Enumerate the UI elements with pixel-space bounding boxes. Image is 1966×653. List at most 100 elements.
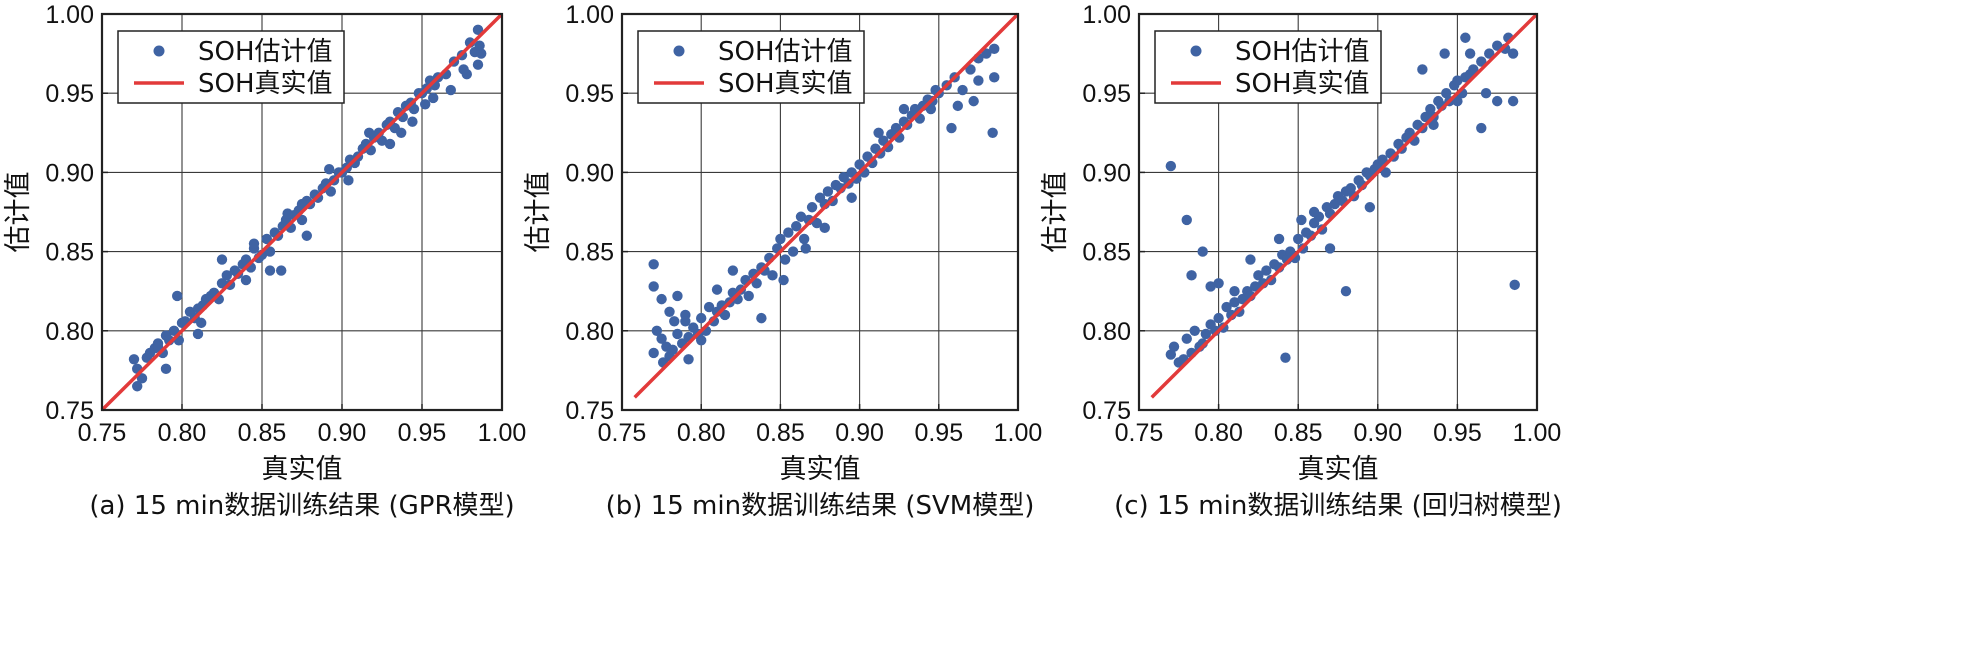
reference-line: [1150, 12, 1539, 399]
data-point: [798, 233, 810, 245]
data-point: [909, 103, 921, 115]
y-tick-label: 0.85: [1082, 239, 1131, 267]
data-point: [132, 381, 143, 392]
data-point: [1221, 301, 1232, 313]
data-point: [1468, 64, 1479, 75]
data-point: [1293, 233, 1304, 245]
data-point: [756, 312, 767, 324]
data-point: [1213, 312, 1224, 324]
y-axis-label: 估计值: [523, 172, 554, 253]
x-tick-label: 0.95: [914, 419, 963, 447]
x-axis-label: 真实值: [780, 454, 861, 485]
data-point: [981, 48, 992, 59]
data-point: [325, 186, 336, 197]
y-tick-label: 0.75: [45, 397, 94, 425]
data-point: [952, 100, 964, 112]
x-tick-label: 0.75: [78, 419, 127, 447]
data-point: [1213, 278, 1224, 289]
x-tick-label: 0.85: [1274, 419, 1323, 447]
data-point: [1439, 48, 1450, 59]
data-point: [1189, 325, 1200, 336]
data-point: [296, 214, 308, 226]
x-tick-label: 0.85: [756, 419, 805, 447]
data-point: [800, 243, 811, 254]
data-point: [873, 127, 884, 138]
data-point: [898, 103, 910, 115]
data-point: [1404, 127, 1415, 138]
legend-label: SOH估计值: [198, 37, 333, 67]
data-point: [667, 344, 678, 356]
y-tick-label: 0.90: [565, 159, 614, 187]
data-point: [1452, 75, 1463, 86]
data-point: [1165, 160, 1177, 172]
x-tick-label: 0.75: [598, 419, 647, 447]
y-tick-label: 0.90: [1082, 159, 1131, 187]
data-point: [428, 92, 439, 104]
data-point: [1492, 95, 1503, 107]
data-point: [1229, 286, 1240, 297]
y-axis-label: 估计值: [3, 172, 34, 253]
data-point: [696, 335, 707, 346]
panel-caption: (b) 15 min数据训练结果 (SVM模型): [606, 491, 1035, 521]
panel-caption: (c) 15 min数据训练结果 (回归树模型): [1114, 491, 1562, 521]
data-point: [680, 316, 691, 327]
data-point: [1492, 40, 1503, 51]
data-point: [1308, 206, 1320, 218]
data-point: [1420, 111, 1431, 123]
data-point: [779, 254, 791, 265]
legend-box: [117, 30, 345, 104]
x-tick-label: 0.80: [677, 419, 726, 447]
y-tick-label: 0.75: [565, 397, 614, 425]
y-tick-label: 0.85: [45, 239, 94, 267]
data-point: [703, 301, 715, 313]
data-point: [656, 293, 667, 305]
data-point: [240, 254, 252, 265]
data-point: [1253, 270, 1264, 281]
data-point: [1273, 233, 1285, 245]
data-point: [696, 312, 707, 324]
data-point: [1181, 214, 1192, 226]
data-point: [651, 325, 663, 336]
data-point: [987, 127, 998, 138]
x-tick-label: 0.95: [1433, 419, 1482, 447]
data-point: [743, 290, 754, 302]
data-point: [767, 270, 778, 281]
data-point: [989, 72, 1000, 83]
data-point: [1476, 122, 1487, 134]
x-axis-label: 真实值: [262, 454, 343, 485]
x-tick-label: 0.95: [398, 419, 447, 447]
x-tick-label: 1.00: [994, 419, 1043, 447]
data-point: [264, 265, 276, 276]
data-point: [946, 122, 957, 134]
data-point: [957, 84, 968, 96]
data-point: [846, 192, 857, 203]
y-tick-label: 0.95: [1082, 80, 1131, 108]
data-point: [384, 138, 396, 150]
data-point: [474, 40, 485, 51]
data-point: [1245, 254, 1256, 265]
y-axis-label: 估计值: [1040, 172, 1071, 253]
x-tick-label: 0.90: [835, 419, 884, 447]
data-point: [727, 265, 739, 276]
data-point: [1165, 349, 1177, 360]
data-point: [1507, 95, 1519, 107]
data-point: [1329, 198, 1341, 210]
y-tick-label: 0.95: [565, 80, 614, 108]
data-point: [1507, 48, 1519, 59]
data-point: [445, 84, 456, 96]
data-point: [669, 316, 680, 327]
data-point: [216, 254, 228, 265]
data-point: [276, 265, 287, 276]
data-point: [1476, 56, 1487, 67]
legend-label: SOH真实值: [198, 69, 333, 99]
y-tick-label: 0.90: [45, 159, 94, 187]
y-tick-label: 0.85: [565, 239, 614, 267]
legend-marker-swatch: [153, 45, 165, 57]
panel-caption: (a) 15 min数据训练结果 (GPR模型): [89, 491, 514, 521]
data-point: [221, 270, 232, 281]
data-point: [683, 354, 694, 365]
data-point: [811, 217, 823, 229]
data-point: [152, 341, 164, 352]
data-point: [128, 354, 140, 365]
